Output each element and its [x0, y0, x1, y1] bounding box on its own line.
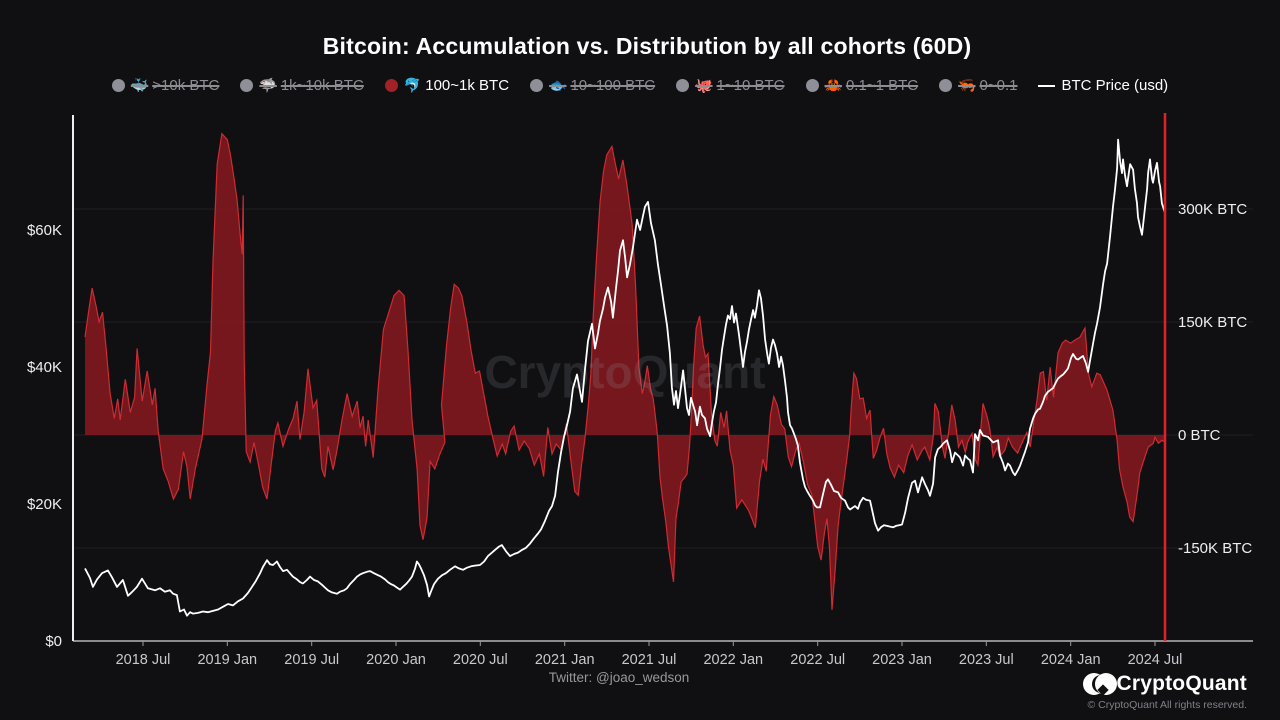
copyright-text: © CryptoQuant All rights reserved.: [1087, 699, 1247, 711]
legend-dot-icon: [676, 79, 690, 92]
x-axis-label: 2020 Jan: [366, 652, 426, 668]
accumulation-area: [85, 133, 1165, 610]
brand-name: CryptoQuant: [1116, 672, 1247, 695]
cohort-emoji-icon: 🦈: [259, 77, 277, 94]
x-axis-label: 2019 Jul: [284, 652, 339, 668]
legend-dot-icon: [805, 79, 819, 92]
legend-label: 🦈 1k~10k BTC: [259, 77, 364, 94]
x-axis-label: 2023 Jan: [872, 652, 932, 668]
legend-label: 🦐 0~0.1: [958, 77, 1018, 94]
legend-item--10k-btc[interactable]: 🐳 >10k BTC: [111, 77, 220, 94]
legend-label: 🐳 >10k BTC: [130, 77, 220, 94]
cohort-emoji-icon: 🦐: [958, 77, 976, 94]
x-axis-label: 2019 Jan: [197, 652, 257, 668]
cohort-emoji-icon: 🐳: [130, 77, 149, 94]
y-right-label: 0 BTC: [1178, 427, 1221, 444]
y-right-label: 300K BTC: [1178, 201, 1247, 218]
cohort-emoji-icon: 🐙: [695, 77, 713, 94]
legend-item-1-10-btc[interactable]: 🐙 1~10 BTC: [676, 77, 785, 94]
legend-line-icon: [1038, 84, 1056, 87]
legend-item-btc-price-usd-[interactable]: BTC Price (usd): [1038, 77, 1168, 94]
y-left-label: $0: [45, 633, 62, 650]
x-axis-label: 2024 Jan: [1041, 652, 1101, 668]
x-axis-label: 2018 Jul: [116, 652, 171, 668]
watermark: CryptoQuant: [484, 346, 765, 398]
legend-label: 🐬 100~1k BTC: [403, 77, 510, 94]
legend-dot-icon: [530, 79, 544, 92]
cryptoquant-logo-icon: [1083, 672, 1118, 696]
y-right-label: 150K BTC: [1178, 314, 1247, 331]
x-axis-label: 2021 Jan: [535, 652, 595, 668]
x-axis-label: 2021 Jul: [622, 652, 677, 668]
y-right-label: -150K BTC: [1178, 540, 1252, 557]
legend-item-100-1k-btc[interactable]: 🐬 100~1k BTC: [384, 77, 510, 94]
y-left-label: $40K: [27, 359, 62, 376]
legend-label: 🦀 0.1~1 BTC: [824, 77, 919, 94]
credit-text: Twitter: @joao_wedson: [548, 670, 690, 685]
x-axis-label: 2022 Jan: [703, 652, 763, 668]
chart-title: Bitcoin: Accumulation vs. Distribution b…: [322, 33, 972, 59]
legend-dot-icon: [240, 79, 254, 92]
legend-item-10-100-btc[interactable]: 🐟 10~100 BTC: [530, 77, 655, 94]
legend-dot-icon: [939, 79, 953, 92]
accumulation-area-edge: [84, 132, 1166, 610]
x-axis-label: 2022 Jul: [790, 652, 845, 668]
legend: 🐳 >10k BTC 🦈 1k~10k BTC 🐬 100~1k BTC 🐟 10~100 B…: [0, 77, 1280, 94]
btc-price-line: [84, 138, 1166, 617]
cohort-emoji-icon: 🦀: [824, 77, 842, 94]
x-axis-label: 2023 Jul: [959, 652, 1014, 668]
legend-item-0.1-1-btc[interactable]: 🦀 0.1~1 BTC: [805, 77, 919, 94]
legend-item-0-0.1[interactable]: 🦐 0~0.1: [939, 77, 1017, 94]
x-axis-label: 2024 Jul: [1128, 652, 1183, 668]
y-left-label: $20K: [27, 496, 62, 513]
legend-dot-icon: [384, 79, 398, 92]
legend-label: 🐟 10~100 BTC: [549, 77, 656, 94]
cohort-emoji-icon: 🐬: [403, 77, 422, 94]
brand-footer: CryptoQuant © CryptoQuant All rights res…: [1083, 672, 1247, 711]
y-left-label: $60K: [27, 222, 62, 239]
x-axis-label: 2020 Jul: [453, 652, 508, 668]
legend-label: 🐙 1~10 BTC: [695, 77, 785, 94]
legend-item-1k-10k-btc[interactable]: 🦈 1k~10k BTC: [240, 77, 364, 94]
legend-label: BTC Price (usd): [1061, 77, 1169, 94]
cohort-emoji-icon: 🐟: [549, 77, 567, 94]
legend-dot-icon: [111, 79, 125, 92]
